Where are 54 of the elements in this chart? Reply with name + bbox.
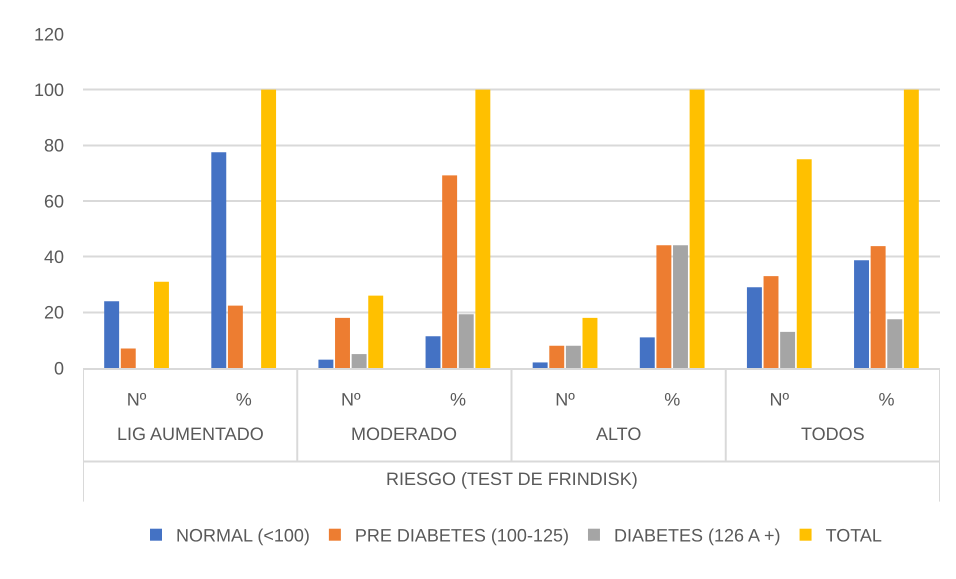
x-tick-label: Nº xyxy=(126,390,147,410)
bar xyxy=(764,276,778,368)
bar xyxy=(335,318,350,368)
bar xyxy=(904,90,919,368)
legend-label: DIABETES (126 A +) xyxy=(614,526,781,546)
bar xyxy=(318,360,334,368)
y-tick-label: 0 xyxy=(54,358,64,378)
bar xyxy=(566,346,581,368)
text: MODERADO xyxy=(351,424,458,444)
legend-label: NORMAL (<100) xyxy=(176,526,310,546)
text: TODOS xyxy=(801,424,865,444)
bar xyxy=(442,175,458,368)
bar xyxy=(796,159,812,368)
bar xyxy=(854,260,869,368)
y-tick-label: 100 xyxy=(34,80,64,100)
bar xyxy=(261,90,276,368)
bar xyxy=(211,152,226,368)
x-axis-title: RIESGO (TEST DE FRINDISK) xyxy=(386,469,638,489)
bar xyxy=(870,246,886,368)
bar xyxy=(368,296,384,368)
bar xyxy=(780,332,796,368)
x-tick-label: % xyxy=(450,390,466,410)
bar xyxy=(656,245,672,368)
y-tick-label: 40 xyxy=(44,246,64,267)
x-tick-label: % xyxy=(878,390,894,410)
y-tick-label: 20 xyxy=(44,302,64,323)
x-tick-label: Nº xyxy=(770,390,790,410)
bar xyxy=(475,90,490,368)
bar xyxy=(673,245,688,368)
bar xyxy=(746,287,762,368)
bar xyxy=(532,362,548,368)
bar xyxy=(690,90,705,368)
bar xyxy=(458,314,474,368)
bar xyxy=(426,336,440,368)
legend-label: TOTAL xyxy=(826,526,882,546)
bar xyxy=(640,337,655,368)
x-tick-label: Nº xyxy=(555,390,576,410)
bar xyxy=(887,319,902,368)
y-tick-label: 60 xyxy=(44,191,64,212)
bar xyxy=(228,306,243,368)
bar xyxy=(120,348,136,368)
text: ALTO xyxy=(596,424,642,444)
x-tick-label: Nº xyxy=(341,390,362,410)
legend-label: PRE DIABETES (100-125) xyxy=(354,526,569,546)
bar xyxy=(549,346,564,368)
bar xyxy=(104,301,120,368)
y-tick-label: 80 xyxy=(44,136,64,156)
bar xyxy=(582,318,598,368)
y-tick-label: 120 xyxy=(34,24,64,44)
x-tick-label: % xyxy=(236,390,252,410)
bar xyxy=(352,354,367,368)
bar xyxy=(154,282,169,368)
x-tick-label: % xyxy=(664,390,680,410)
text: LIG AUMENTADO xyxy=(117,424,264,444)
